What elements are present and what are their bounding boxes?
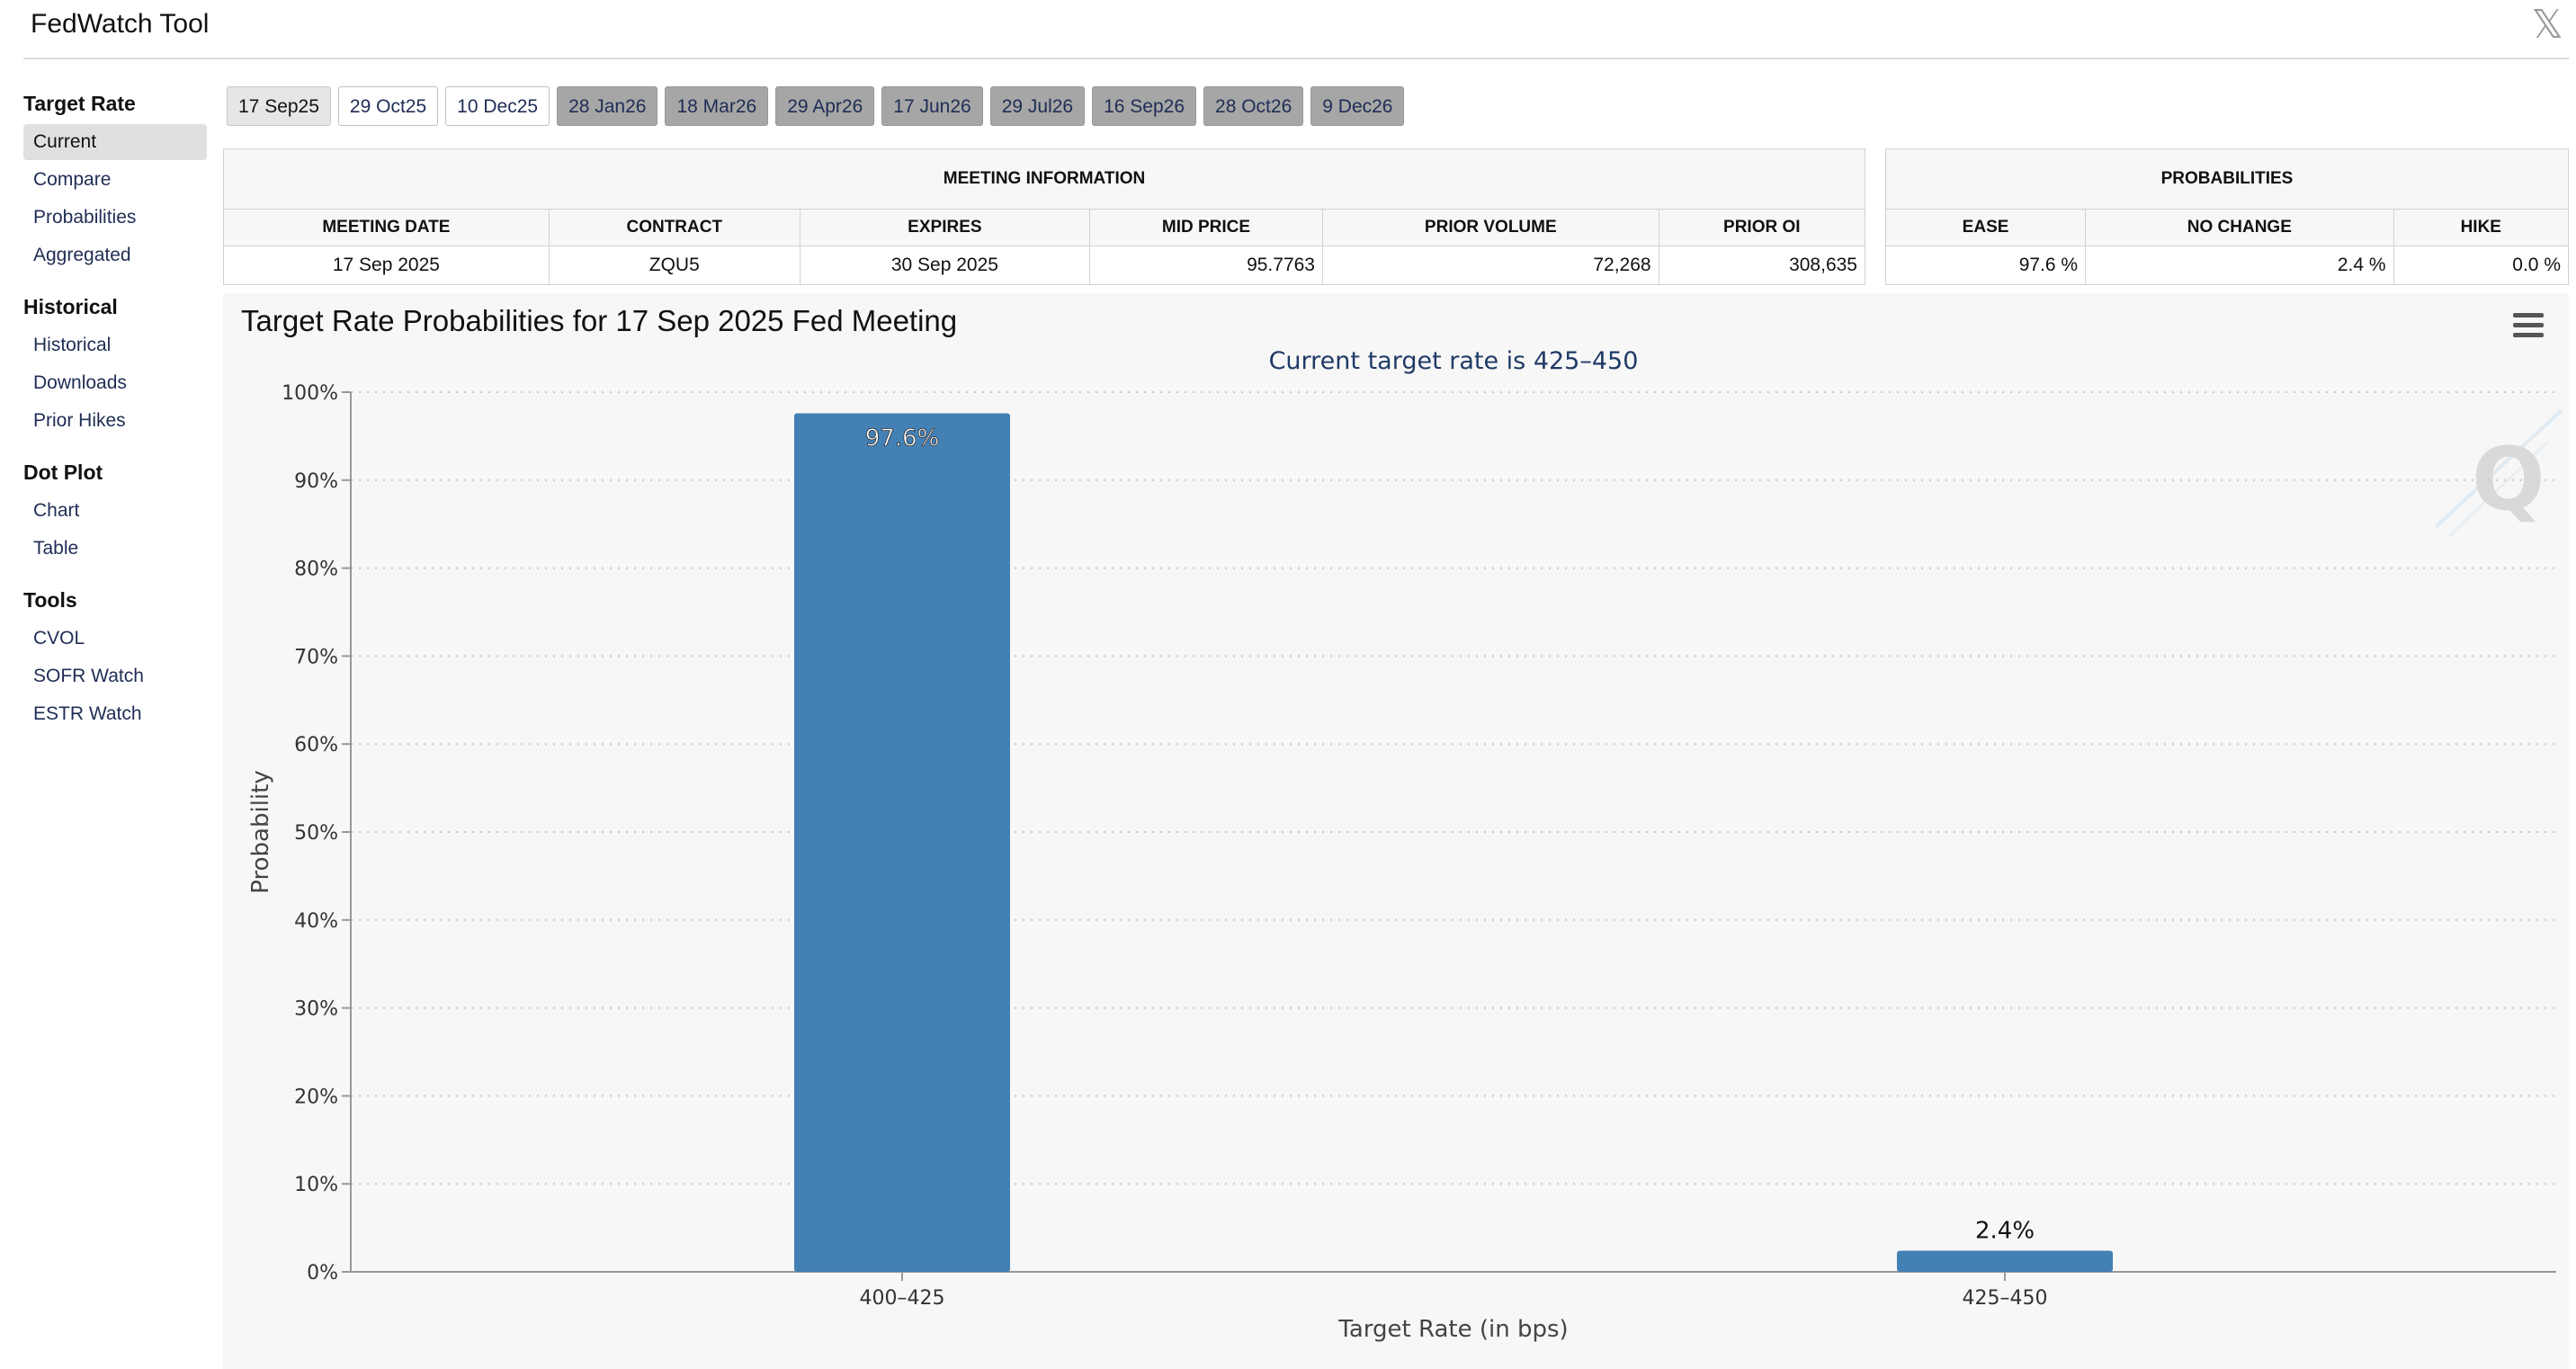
tab-16-sep26[interactable]: 16 Sep26 bbox=[1092, 86, 1197, 126]
probabilities-table: PROBABILITIES EASE NO CHANGE HIKE 97.6 %… bbox=[1884, 148, 2570, 285]
sidebar-item-compare[interactable]: Compare bbox=[33, 169, 112, 190]
sidebar-group: Target Rate Current Compare Probabilities Ag… bbox=[23, 90, 207, 273]
column-header: EASE bbox=[1884, 209, 2087, 246]
contract-value: ZQU5 bbox=[548, 246, 801, 285]
hamburger-menu-icon[interactable] bbox=[2513, 313, 2544, 340]
sidebar-item-cvol[interactable]: CVOL bbox=[33, 628, 85, 649]
q-logo-watermark: Q bbox=[2434, 408, 2563, 538]
sidebar-heading: Target Rate bbox=[23, 92, 136, 115]
prior-volume-value: 72,268 bbox=[1322, 246, 1659, 285]
table-row: 17 Sep 2025 ZQU5 30 Sep 2025 95.7763 72,… bbox=[223, 246, 1866, 285]
meeting-information-table: MEETING INFORMATION MEETING DATE CONTRAC… bbox=[223, 148, 1866, 285]
column-header: CONTRACT bbox=[548, 209, 801, 246]
column-header: EXPIRES bbox=[799, 209, 1090, 246]
y-tick-label: 50% bbox=[294, 822, 338, 845]
sidebar-group: Dot Plot Chart Table bbox=[23, 459, 207, 567]
sidebar-item-prior-hikes[interactable]: Prior Hikes bbox=[33, 410, 126, 431]
column-header: NO CHANGE bbox=[2085, 209, 2394, 246]
sidebar-item-sofr-watch[interactable]: SOFR Watch bbox=[33, 666, 144, 686]
sidebar-item-aggregated[interactable]: Aggregated bbox=[33, 245, 131, 265]
sidebar-item-downloads[interactable]: Downloads bbox=[33, 372, 127, 393]
column-header: HIKE bbox=[2393, 209, 2570, 246]
sidebar-item-historical[interactable]: Historical bbox=[33, 335, 112, 355]
meeting-date-tabs: 17 Sep25 29 Oct25 10 Dec25 28 Jan26 18 Mar26… bbox=[227, 86, 1405, 128]
close-icon[interactable]: 𝕏 bbox=[2531, 2, 2563, 48]
column-header: PRIOR OI bbox=[1658, 209, 1866, 246]
mid-price-value: 95.7763 bbox=[1088, 246, 1324, 285]
sidebar-item-table[interactable]: Table bbox=[33, 538, 79, 559]
tab-29-oct25[interactable]: 29 Oct25 bbox=[337, 86, 439, 126]
y-tick-label: 90% bbox=[294, 470, 338, 493]
tab-17-jun26[interactable]: 17 Jun26 bbox=[881, 86, 983, 126]
x-tick-label: 425–450 bbox=[1963, 1287, 2048, 1310]
probabilities-heading: PROBABILITIES bbox=[1885, 148, 2569, 210]
app-title: FedWatch Tool bbox=[31, 9, 210, 39]
ease-value: 97.6 % bbox=[1884, 246, 2087, 285]
table-row: 97.6 % 2.4 % 0.0 % bbox=[1884, 246, 2570, 285]
tab-18-mar26[interactable]: 18 Mar26 bbox=[665, 86, 769, 126]
x-axis-title: Target Rate (in bps) bbox=[1337, 1316, 1568, 1343]
meeting-date-value: 17 Sep 2025 bbox=[223, 246, 550, 285]
sidebar-item-chart[interactable]: Chart bbox=[33, 500, 80, 521]
sidebar-heading: Tools bbox=[23, 588, 77, 612]
sidebar-heading: Dot Plot bbox=[23, 461, 103, 484]
column-header: PRIOR VOLUME bbox=[1322, 209, 1659, 246]
y-tick-label: 100% bbox=[282, 382, 338, 405]
y-tick-label: 60% bbox=[294, 734, 338, 756]
y-axis-title: Probability bbox=[247, 770, 274, 893]
y-tick-label: 10% bbox=[294, 1174, 338, 1196]
sidebar-item-current[interactable]: Current bbox=[23, 124, 207, 160]
tab-17-sep25[interactable]: 17 Sep25 bbox=[227, 86, 331, 126]
y-tick-label: 40% bbox=[294, 910, 338, 933]
y-tick-label: 80% bbox=[294, 559, 338, 581]
x-tick-label: 400–425 bbox=[860, 1287, 945, 1310]
y-tick-label: 20% bbox=[294, 1086, 338, 1108]
bar-400–425 bbox=[794, 413, 1010, 1272]
tab-10-dec25[interactable]: 10 Dec25 bbox=[445, 86, 550, 126]
sidebar-nav: Target Rate Current Compare Probabilities Ag… bbox=[23, 90, 207, 752]
hike-value: 0.0 % bbox=[2393, 246, 2570, 285]
data-label: 97.6% bbox=[865, 425, 940, 452]
sidebar-group: Historical Historical Downloads Prior Hikes bbox=[23, 293, 207, 439]
y-tick-label: 70% bbox=[294, 646, 338, 668]
sidebar-item-probabilities[interactable]: Probabilities bbox=[33, 207, 137, 228]
data-label: 2.4% bbox=[1975, 1218, 2035, 1245]
meeting-information-heading: MEETING INFORMATION bbox=[223, 148, 1865, 210]
column-header: MEETING DATE bbox=[223, 209, 550, 246]
tab-9-dec26[interactable]: 9 Dec26 bbox=[1310, 86, 1405, 126]
chart-panel: Q Current target rate is 425–450 0% 10% 20%… bbox=[223, 293, 2569, 1369]
tab-28-oct26[interactable]: 28 Oct26 bbox=[1203, 86, 1304, 126]
bar-425–450 bbox=[1897, 1250, 2113, 1272]
tab-28-jan26[interactable]: 28 Jan26 bbox=[557, 86, 658, 126]
sidebar-heading: Historical bbox=[23, 295, 118, 318]
watermark-letter: Q bbox=[2472, 429, 2545, 530]
no-change-value: 2.4 % bbox=[2085, 246, 2394, 285]
title-bar: FedWatch Tool 𝕏 bbox=[23, 0, 2569, 59]
chart-subtitle: Current target rate is 425–450 bbox=[1269, 347, 1639, 375]
prior-oi-value: 308,635 bbox=[1658, 246, 1866, 285]
probability-bar-chart: Q Current target rate is 425–450 0% 10% 20%… bbox=[247, 347, 2563, 1343]
column-header: MID PRICE bbox=[1088, 209, 1324, 246]
expires-value: 30 Sep 2025 bbox=[799, 246, 1090, 285]
sidebar-item-estr-watch[interactable]: ESTR Watch bbox=[33, 703, 142, 724]
y-tick-label: 0% bbox=[307, 1262, 338, 1284]
y-tick-label: 30% bbox=[294, 998, 338, 1021]
tab-29-jul26[interactable]: 29 Jul26 bbox=[989, 86, 1086, 126]
sidebar-group: Tools CVOL SOFR Watch ESTR Watch bbox=[23, 586, 207, 732]
tab-29-apr26[interactable]: 29 Apr26 bbox=[775, 86, 875, 126]
chart-title: Target Rate Probabilities for 17 Sep 202… bbox=[241, 304, 958, 337]
